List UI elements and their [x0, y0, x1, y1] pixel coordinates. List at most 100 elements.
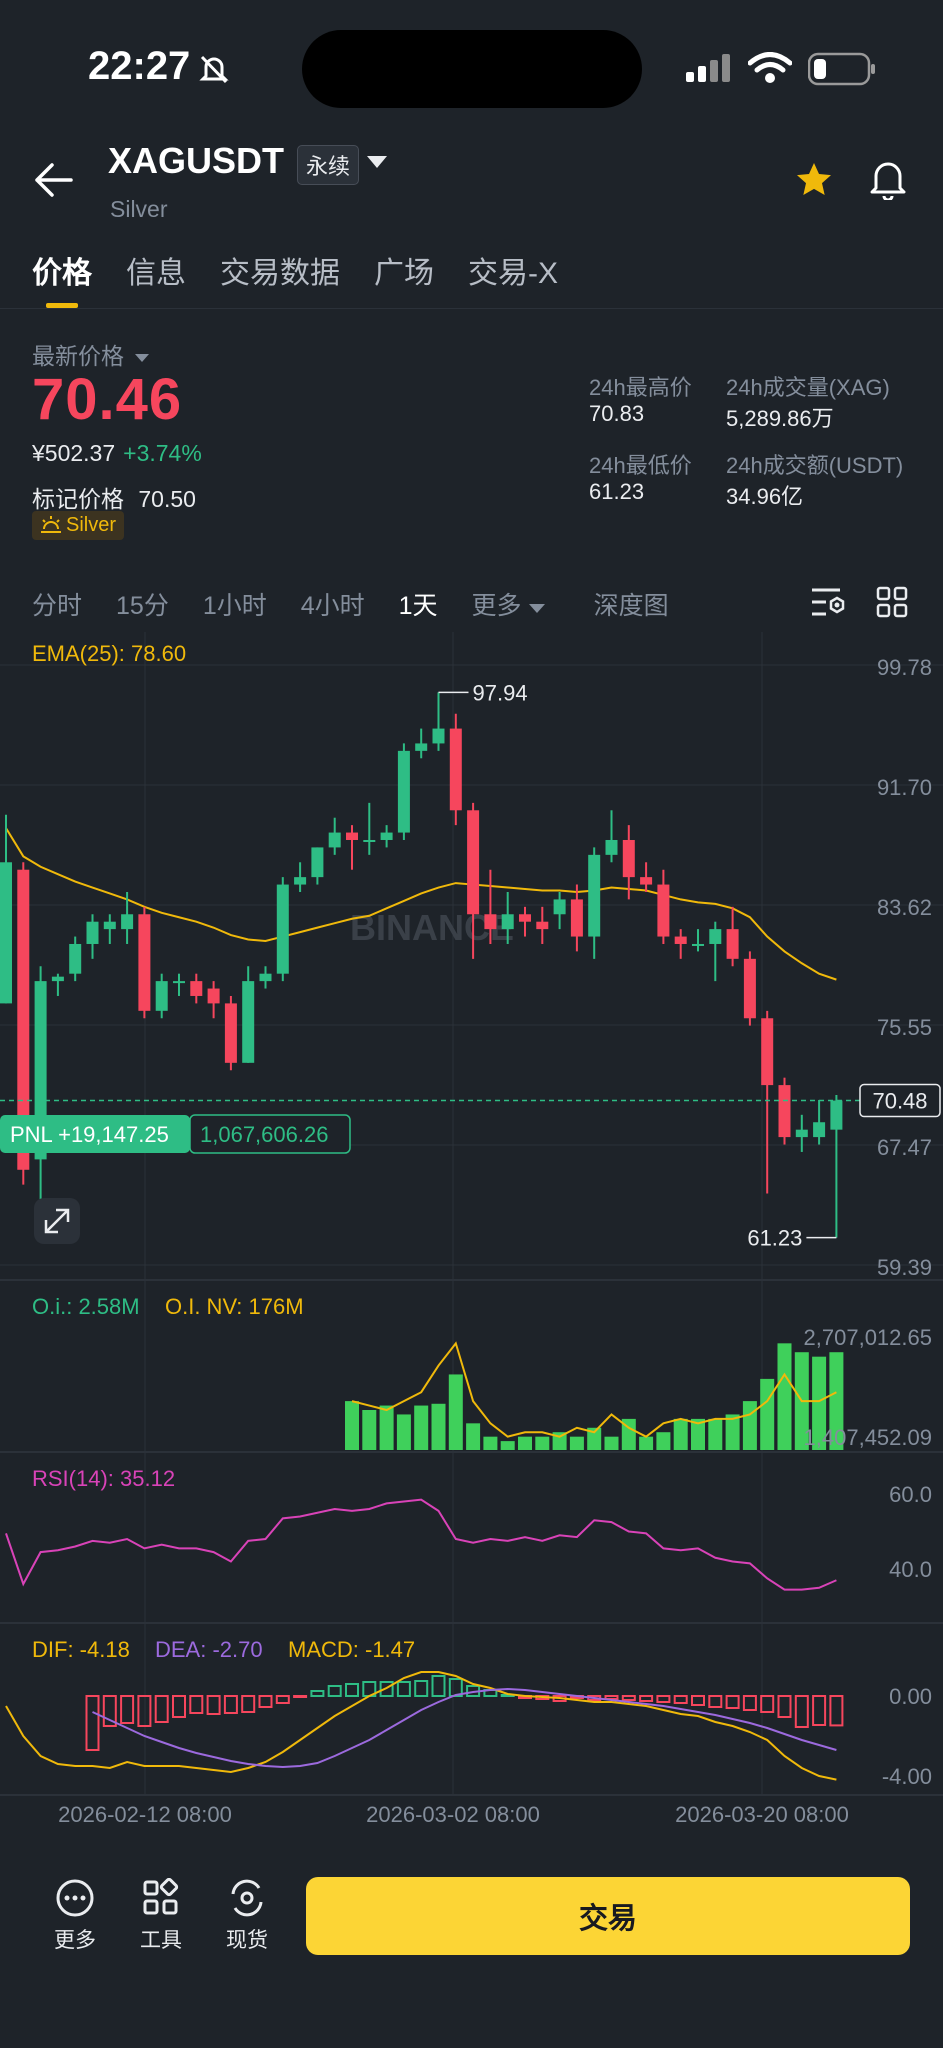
- symbol-title[interactable]: XAGUSDT: [108, 140, 285, 181]
- candle-body: [173, 981, 185, 984]
- candle-body: [692, 943, 704, 946]
- low-24h-label: 24h最低价: [589, 453, 692, 478]
- more-button[interactable]: 更多: [40, 1878, 110, 1954]
- candle-body: [415, 743, 428, 751]
- oi-bar: [518, 1436, 532, 1450]
- spot-exchange-icon: [231, 1879, 263, 1917]
- sunrise-icon: [41, 516, 61, 533]
- oi-bar: [621, 1418, 636, 1450]
- macd-histogram-bar: [414, 1680, 429, 1697]
- position-value-pill[interactable]: [189, 1114, 351, 1154]
- back-arrow-icon[interactable]: [34, 162, 74, 198]
- expand-chart-button[interactable]: [34, 1198, 80, 1244]
- tab-trading-data[interactable]: 交易数据: [220, 257, 340, 290]
- more-dots-icon: [56, 1879, 94, 1917]
- tab-square[interactable]: 广场: [374, 257, 434, 290]
- interval-more[interactable]: 更多: [472, 586, 546, 622]
- oi-bar: [691, 1418, 705, 1450]
- candle-body: [0, 862, 12, 1004]
- macd-histogram-bar: [206, 1695, 221, 1715]
- oi-bar: [760, 1378, 775, 1450]
- tools-button[interactable]: 工具: [126, 1878, 196, 1954]
- oi-tick-2: 1,407,452.09: [804, 1425, 932, 1450]
- dea-label: DEA: -2.70: [155, 1637, 263, 1662]
- pnl-pill[interactable]: [0, 1115, 190, 1153]
- date-tick-2: 2026-03-02 08:00: [366, 1802, 540, 1827]
- silver-tag[interactable]: Silver: [32, 511, 125, 540]
- price-change-percent: +3.74%: [123, 440, 202, 466]
- y-tick-6: 59.39: [877, 1255, 932, 1280]
- interval-15m[interactable]: 15分: [116, 592, 169, 620]
- trade-button[interactable]: 交易: [306, 1877, 910, 1955]
- macd-histogram-bar: [223, 1695, 238, 1714]
- oi-bar: [414, 1405, 429, 1450]
- macd-histogram-bar: [708, 1695, 723, 1708]
- candle-body: [380, 832, 393, 840]
- low-marker-label: 61.23: [747, 1226, 802, 1251]
- macd-histogram-bar: [258, 1695, 273, 1708]
- y-tick-1: 99.78: [877, 655, 932, 680]
- pnl-label: PNL +19,147.25: [10, 1122, 169, 1147]
- candle-body: [86, 921, 99, 944]
- layout-grid-icon[interactable]: [876, 586, 908, 618]
- dif-label: DIF: -4.18: [32, 1637, 130, 1662]
- macd-histogram-bar: [725, 1695, 740, 1709]
- spot-button[interactable]: 现货: [212, 1878, 282, 1954]
- wifi-icon: [748, 52, 792, 83]
- tab-trade-x[interactable]: 交易-X: [468, 257, 558, 290]
- y-tick-4: 75.55: [877, 1015, 932, 1040]
- macd-histogram-bar: [154, 1695, 169, 1723]
- candle-body: [328, 832, 341, 848]
- candle-body: [69, 943, 82, 974]
- turnover-24h-label: 24h成交额(USDT): [726, 453, 904, 478]
- dynamic-island: [302, 30, 642, 108]
- date-tick-3: 2026-03-20 08:00: [675, 1802, 849, 1827]
- candle-body: [640, 877, 653, 885]
- oi-bar: [725, 1414, 740, 1450]
- macd-histogram-bar: [327, 1685, 342, 1697]
- latest-price-label[interactable]: 最新价格: [32, 337, 150, 371]
- candle-body: [519, 914, 531, 922]
- tab-info[interactable]: 信息: [126, 257, 186, 290]
- macd-histogram-bar: [345, 1683, 359, 1697]
- candle-body: [138, 914, 151, 1011]
- favorite-star-icon[interactable]: [794, 160, 834, 200]
- oi-bar: [708, 1418, 723, 1450]
- symbol-dropdown-icon[interactable]: [366, 154, 388, 170]
- mark-price-label: 标记价格: [32, 486, 124, 512]
- macd-histogram-bar: [760, 1695, 775, 1713]
- rsi-tick-1: 60.0: [889, 1482, 932, 1507]
- candle-body: [155, 981, 168, 1011]
- tab-price[interactable]: 价格: [32, 257, 92, 290]
- chart-settings-icon[interactable]: [810, 586, 846, 618]
- interval-time-share[interactable]: 分时: [32, 592, 83, 620]
- rsi-group: [5, 1498, 837, 1591]
- volume-24h-label: 24h成交量(XAG): [726, 375, 890, 400]
- candle-body: [605, 839, 618, 855]
- candle-body: [536, 921, 549, 930]
- perpetual-badge: 永续: [297, 145, 360, 185]
- candle-body: [795, 1129, 808, 1138]
- candle-body: [121, 914, 134, 930]
- macd-tick-2: -4.00: [882, 1764, 932, 1789]
- candle-body: [743, 958, 756, 1019]
- macd-histogram-bar: [777, 1695, 792, 1718]
- candle-body: [674, 936, 687, 944]
- candle-body: [363, 839, 376, 842]
- candle-body: [588, 854, 601, 937]
- interval-1d[interactable]: 1天: [398, 592, 438, 620]
- interval-depth-chart[interactable]: 深度图: [593, 592, 669, 620]
- macd-histogram-bar: [293, 1695, 308, 1698]
- macd-histogram-bar: [829, 1695, 844, 1727]
- fiat-price-row: ¥502.37 +3.74%: [32, 440, 202, 467]
- interval-1h[interactable]: 1小时: [202, 592, 267, 620]
- macd-histogram-bar: [85, 1695, 100, 1751]
- oi-bar: [604, 1436, 619, 1450]
- oi-bar: [742, 1401, 757, 1450]
- kline-chart[interactable]: BINANCE EMA(25): 78.60 99.78 91.70 83.62…: [0, 632, 943, 1848]
- candle-body: [397, 750, 410, 833]
- volume-24h-value: 5,289.86万: [726, 406, 834, 431]
- macd-histogram-bar: [621, 1695, 636, 1701]
- price-alert-bell-icon[interactable]: [868, 158, 908, 200]
- interval-4h[interactable]: 4小时: [300, 592, 365, 620]
